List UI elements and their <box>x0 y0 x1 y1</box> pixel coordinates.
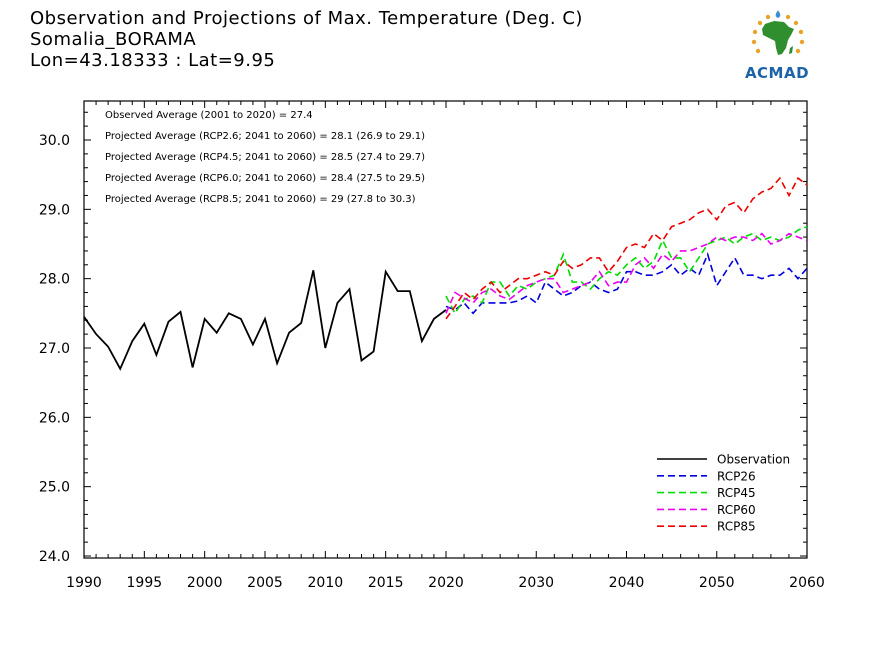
x-tick-label: 1995 <box>127 575 163 591</box>
annotations-group: Observed Average (2001 to 2020) = 27.4 Pr… <box>105 110 425 205</box>
annotation-line: Projected Average (RCP4.5; 2041 to 2060)… <box>105 152 425 163</box>
title-block: Observation and Projections of Max. Temp… <box>30 8 583 71</box>
x-tick-label: 2020 <box>428 575 464 591</box>
plot-frame <box>83 100 808 559</box>
logo-text: ACMAD <box>744 64 810 82</box>
x-tick-label: 1990 <box>66 575 102 591</box>
series-line-rcp85 <box>445 176 808 320</box>
acmad-logo: ACMAD <box>738 8 818 84</box>
y-tick-label: 29.0 <box>39 202 70 218</box>
axes-group: 24.0 25.0 26.0 27.0 28.0 29.0 30.0 1990 1995 2000… <box>39 100 825 591</box>
annotation-line: Projected Average (RCP6.0; 2041 to 2060)… <box>105 173 425 184</box>
y-tick-label: 28.0 <box>39 272 70 288</box>
x-tick-label: 2050 <box>699 575 735 591</box>
series-line-observation <box>83 269 447 371</box>
annotation-line: Observed Average (2001 to 2020) = 27.4 <box>105 110 313 121</box>
x-tick-label: 2060 <box>789 575 825 591</box>
y-tick-label: 27.0 <box>39 341 70 357</box>
series-line-rcp60 <box>445 232 808 314</box>
annotation-line: Projected Average (RCP2.6; 2041 to 2060)… <box>105 131 425 142</box>
legend-label: RCP85 <box>717 520 756 534</box>
annotation-line: Projected Average (RCP8.5; 2041 to 2060)… <box>105 194 416 205</box>
x-tick-label: 2040 <box>609 575 645 591</box>
legend-label: RCP26 <box>717 469 756 483</box>
plot-lines-group <box>83 176 808 371</box>
coordinates-label: Lon=43.18333 : Lat=9.95 <box>30 50 276 71</box>
series-line-rcp45 <box>445 225 808 315</box>
x-tick-label: 2010 <box>308 575 344 591</box>
legend-label: RCP60 <box>717 503 756 517</box>
legend-label: RCP45 <box>717 486 756 500</box>
africa-map-icon <box>751 10 805 55</box>
chart-title: Observation and Projections of Max. Temp… <box>30 8 583 29</box>
y-tick-label: 25.0 <box>39 480 70 496</box>
station-name: Somalia_BORAMA <box>30 29 197 50</box>
x-tick-label: 2000 <box>187 575 223 591</box>
y-tick-label: 24.0 <box>39 549 70 565</box>
y-tick-label: 26.0 <box>39 410 70 426</box>
legend: Observation RCP26 RCP45 RCP60 RCP85 <box>657 453 790 534</box>
legend-label: Observation <box>717 453 790 467</box>
y-tick-label: 30.0 <box>39 133 70 149</box>
x-tick-label: 2005 <box>247 575 283 591</box>
x-tick-label: 2030 <box>518 575 554 591</box>
series-line-rcp26 <box>445 252 808 315</box>
x-tick-label: 2015 <box>368 575 404 591</box>
